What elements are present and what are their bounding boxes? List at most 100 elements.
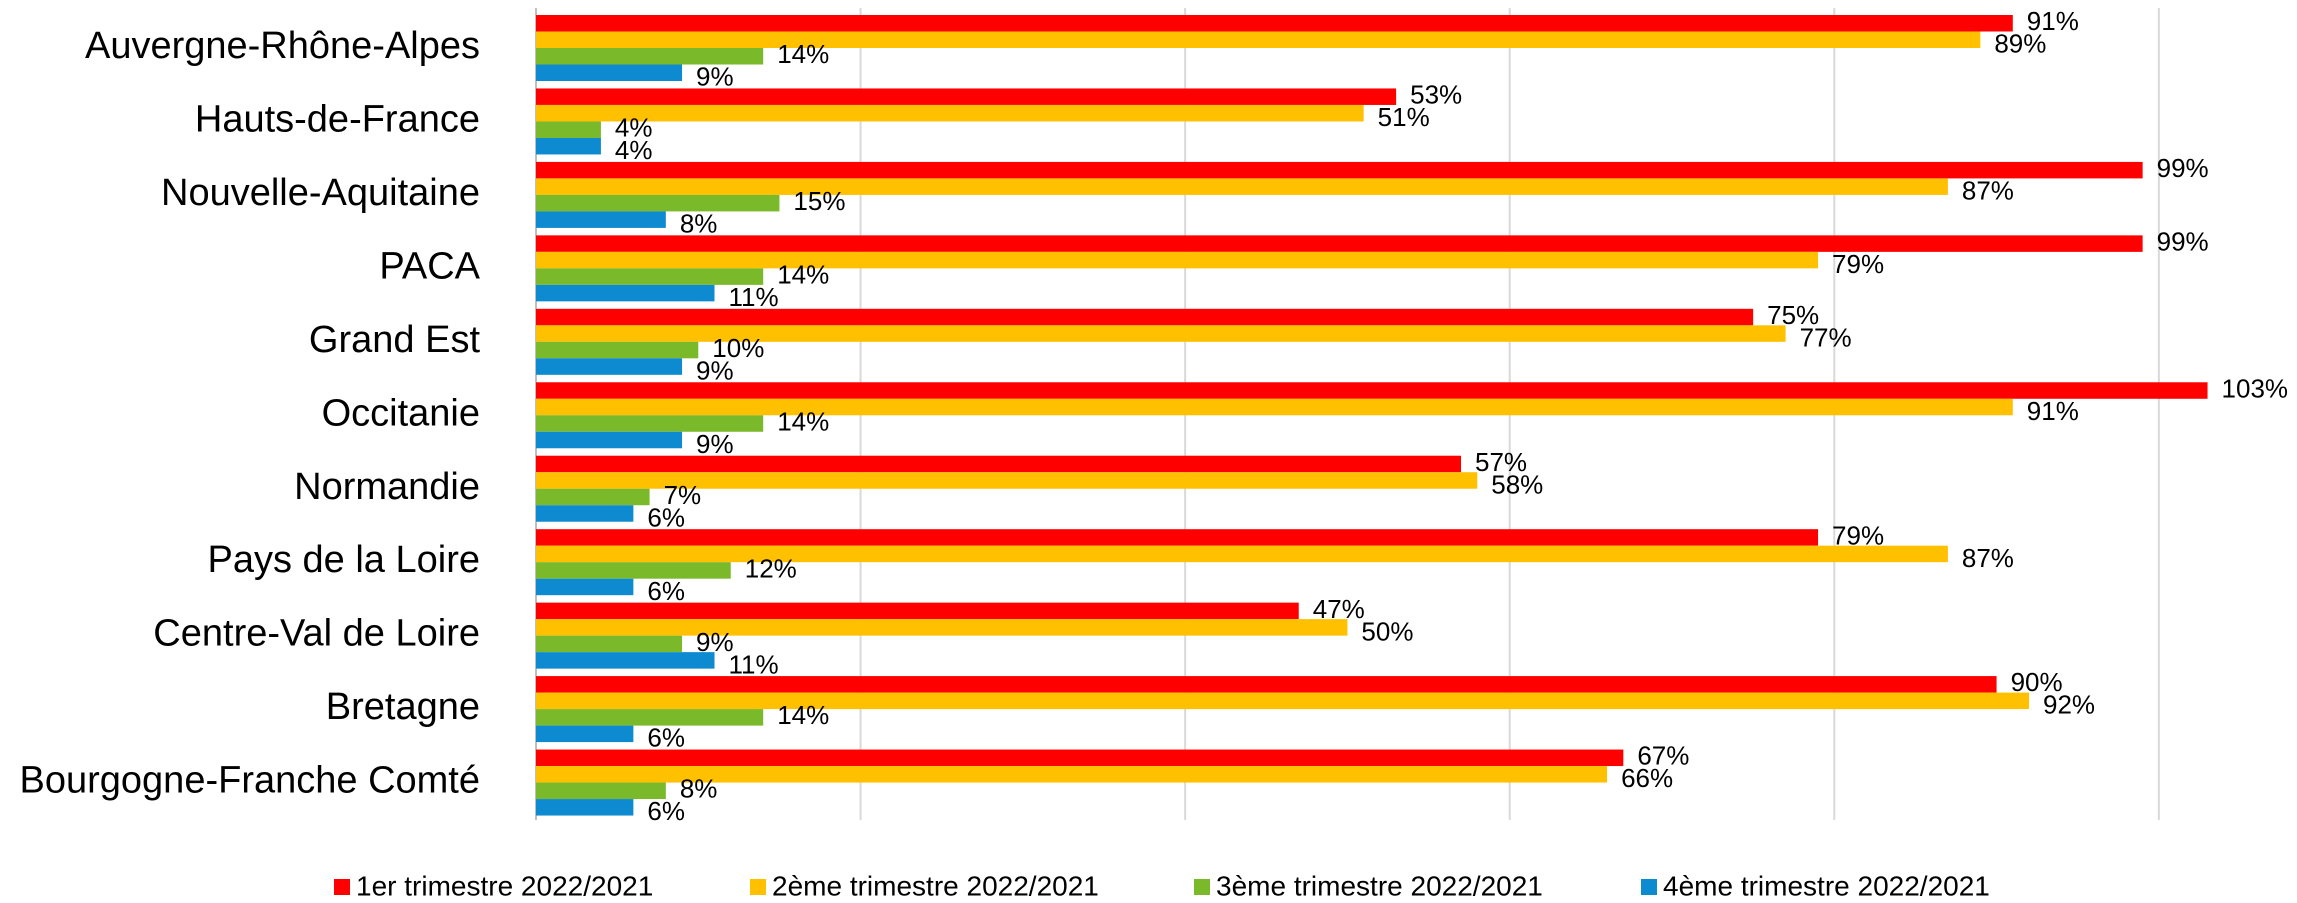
bar — [536, 15, 2013, 32]
bar — [536, 676, 1997, 693]
bar — [536, 358, 683, 375]
value-label: 11% — [729, 649, 779, 679]
bar — [536, 799, 634, 816]
value-label: 7% — [664, 480, 702, 510]
category-label: Pays de la Loire — [208, 539, 481, 581]
value-label: 14% — [777, 39, 829, 69]
bar — [536, 382, 2208, 399]
value-label: 92% — [2043, 690, 2095, 720]
bar — [536, 529, 1819, 546]
value-label: 99% — [2157, 226, 2209, 256]
bar — [536, 709, 764, 726]
value-label: 58% — [1491, 469, 1543, 499]
bar — [536, 545, 1948, 563]
legend-label: 3ème trimestre 2022/2021 — [1216, 870, 1543, 901]
bar — [536, 766, 1608, 783]
value-label: 87% — [1962, 543, 2014, 573]
value-label: 50% — [1361, 616, 1413, 646]
value-label: 66% — [1621, 763, 1673, 793]
value-label: 9% — [696, 627, 734, 657]
value-label: 103% — [2222, 373, 2289, 403]
value-label: 15% — [793, 186, 845, 216]
bar — [536, 268, 764, 285]
category-label: Auvergne-Rhône-Alpes — [85, 25, 480, 67]
value-label: 89% — [1994, 29, 2046, 59]
bar — [536, 31, 1981, 48]
value-label: 10% — [712, 333, 764, 363]
category-label: Grand Est — [309, 319, 481, 361]
bar — [536, 562, 731, 579]
bar — [536, 415, 764, 432]
bar — [536, 194, 780, 212]
bar — [536, 251, 1819, 269]
bar — [536, 635, 683, 653]
legend-label: 4ème trimestre 2022/2021 — [1663, 870, 1990, 901]
value-label: 79% — [1832, 520, 1884, 550]
bar — [536, 325, 1786, 342]
category-label: Hauts-de-France — [195, 98, 480, 140]
legend-swatch — [334, 879, 350, 895]
bar — [536, 341, 699, 359]
value-label: 6% — [647, 723, 685, 753]
bar — [536, 104, 1364, 122]
value-label: 8% — [680, 209, 718, 239]
value-label: 47% — [1313, 594, 1365, 624]
bar — [536, 782, 666, 800]
value-label: 14% — [777, 700, 829, 730]
legend-label: 1er trimestre 2022/2021 — [356, 870, 653, 901]
value-label: 67% — [1637, 741, 1689, 771]
value-label: 6% — [647, 576, 685, 606]
value-label: 99% — [2157, 153, 2209, 183]
value-label: 57% — [1475, 447, 1527, 477]
value-label: 79% — [1832, 249, 1884, 279]
value-label: 8% — [680, 774, 718, 804]
value-label: 4% — [615, 135, 653, 165]
value-label: 90% — [2011, 667, 2063, 697]
value-label: 6% — [647, 796, 685, 826]
bar — [536, 578, 634, 596]
bar — [536, 398, 2013, 416]
bar — [536, 431, 683, 449]
value-label: 12% — [745, 553, 797, 583]
value-label: 87% — [1962, 176, 2014, 206]
bar — [536, 161, 2143, 179]
value-label: 75% — [1767, 300, 1819, 330]
bar — [536, 48, 764, 65]
category-label: Bourgogne-Franche Comté — [20, 760, 480, 802]
value-label: 91% — [2027, 396, 2079, 426]
bar — [536, 692, 2030, 710]
value-label: 4% — [615, 113, 653, 143]
value-label: 14% — [777, 406, 829, 436]
legend-label: 2ème trimestre 2022/2021 — [772, 870, 1099, 901]
bar — [536, 137, 601, 155]
bar — [536, 472, 1478, 489]
category-label: Bretagne — [326, 686, 480, 728]
legend-swatch — [1641, 879, 1657, 895]
bar — [536, 602, 1299, 620]
bar — [536, 64, 683, 81]
bar — [536, 455, 1462, 473]
value-label: 11% — [729, 282, 779, 312]
value-label: 91% — [2027, 6, 2079, 36]
bar — [536, 284, 715, 302]
legend-swatch — [1194, 879, 1210, 895]
bar — [536, 88, 1397, 105]
bar — [536, 178, 1948, 195]
bar — [536, 749, 1624, 767]
category-label: Nouvelle-Aquitaine — [161, 172, 480, 214]
value-label: 14% — [777, 259, 829, 289]
category-label: Normandie — [294, 466, 480, 508]
value-label: 9% — [696, 62, 734, 92]
bar — [536, 505, 634, 522]
value-label: 9% — [696, 355, 734, 385]
category-label: PACA — [379, 245, 480, 287]
bar — [536, 211, 666, 228]
value-label: 6% — [647, 502, 685, 532]
bar — [536, 488, 650, 506]
value-label: 9% — [696, 429, 734, 459]
bar — [536, 725, 634, 743]
bar — [536, 235, 2143, 252]
bar — [536, 121, 601, 138]
category-label: Occitanie — [322, 392, 480, 434]
